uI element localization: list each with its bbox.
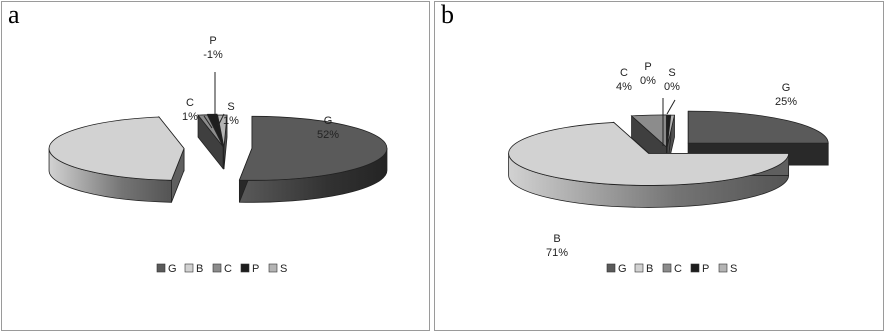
panel-letter-a: a — [8, 0, 20, 29]
legend-swatch-b — [634, 263, 644, 273]
pie-slice-g-top — [238, 115, 388, 181]
slice-label-c: C — [620, 67, 628, 79]
legend-label-c: C — [224, 263, 232, 275]
legend-label-p: P — [252, 263, 259, 275]
legend-swatch-c — [212, 263, 222, 273]
slice-value-c: 1% — [182, 111, 198, 123]
legend-label-c: C — [674, 263, 682, 275]
slice-value-g: 25% — [775, 96, 797, 108]
slice-value-p: 0% — [640, 75, 656, 87]
slice-label-c: C — [186, 97, 194, 109]
legend-label-b: B — [646, 263, 653, 275]
pie-chart-a: G 52% C 1% P -1% S 1% G B C P S — [48, 35, 388, 275]
slice-label-p: P — [644, 61, 651, 73]
chart-panel-b: b G 25% B 71% C 4% P 0% S 0% G B C P S — [434, 0, 884, 331]
pie-slice-s-top — [666, 114, 675, 148]
slice-value-c: 4% — [616, 81, 632, 93]
pie-chart-b: G 25% B 71% C 4% P 0% S 0% G B C P S — [508, 61, 829, 275]
slice-label-g: G — [782, 82, 791, 94]
pie-slice-p-top — [206, 113, 224, 147]
slice-label-g: G — [324, 115, 333, 127]
legend-swatch-g — [156, 263, 166, 273]
slice-label-b: B — [553, 233, 560, 245]
legend-label-g: G — [618, 263, 627, 275]
slice-label-s: S — [668, 67, 675, 79]
legend-swatch-s — [718, 263, 728, 273]
pie-slice-g-top — [687, 110, 829, 144]
legend-swatch-p — [690, 263, 700, 273]
leader-line-s — [217, 113, 225, 127]
legend-label-g: G — [168, 263, 177, 275]
slice-label-p: P — [209, 35, 216, 47]
pie-slice-b-top — [48, 116, 185, 181]
legend-label-s: S — [730, 263, 737, 275]
legend-swatch-g — [606, 263, 616, 273]
legend-swatch-b — [184, 263, 194, 273]
leader-line-c — [203, 115, 213, 129]
legend-label-p: P — [702, 263, 709, 275]
legend-swatch-p — [240, 263, 250, 273]
legend-swatch-c — [662, 263, 672, 273]
pie-slice-c-top — [630, 114, 667, 148]
legend-label-s: S — [280, 263, 287, 275]
slice-value-g: 52% — [317, 129, 339, 141]
slice-value-b: 71% — [546, 247, 568, 259]
panel-letter-b: b — [441, 0, 454, 29]
slice-value-p: -1% — [203, 49, 223, 61]
slice-label-s: S — [227, 101, 234, 113]
pie-slice-c-top — [197, 114, 224, 147]
slice-value-s: 0% — [664, 81, 680, 93]
leader-line-s — [666, 99, 676, 115]
legend-swatch-s — [268, 263, 278, 273]
slice-value-s: 1% — [223, 115, 239, 127]
chart-panel-a: a G 52% C 1% P -1% S 1% G B C P S — [1, 0, 430, 331]
legend-label-b: B — [196, 263, 203, 275]
pie-slice-b-top — [508, 122, 790, 186]
